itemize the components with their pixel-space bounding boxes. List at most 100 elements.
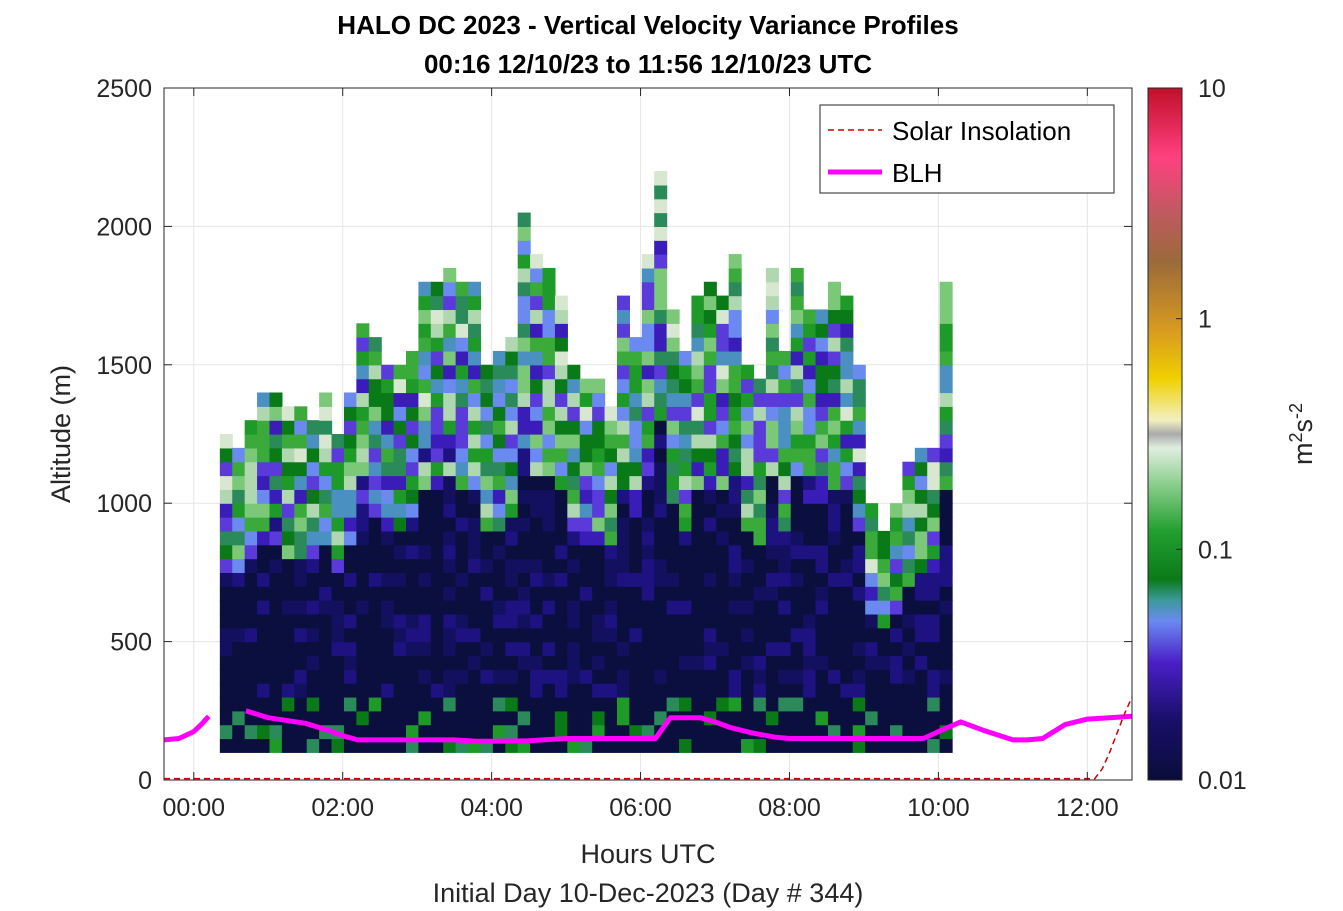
heatmap-cell [294, 669, 308, 684]
heatmap-cell [790, 364, 804, 380]
heatmap-cell [716, 447, 730, 463]
heatmap-cell [604, 627, 618, 643]
heatmap-cell [554, 378, 568, 394]
heatmap-cell [840, 530, 854, 546]
heatmap-cell [406, 600, 420, 615]
heatmap-cell [480, 710, 494, 726]
heatmap-cell [505, 655, 519, 670]
heatmap-cell [492, 392, 506, 407]
heatmap-cell [406, 683, 420, 698]
heatmap-cell [728, 600, 742, 615]
heatmap-cell [815, 420, 829, 435]
heatmap-cell [852, 683, 866, 698]
heatmap-cell [654, 323, 668, 338]
heatmap-cell [530, 600, 544, 615]
heatmap-cell [579, 392, 593, 407]
heatmap-cell [517, 447, 531, 463]
heatmap-cell [530, 572, 544, 587]
heatmap-cell [890, 724, 904, 740]
heatmap-cell [716, 613, 730, 629]
heatmap-cell [343, 420, 357, 435]
heatmap-cell [902, 503, 916, 518]
heatmap-cell [356, 337, 370, 352]
heatmap-cell [257, 738, 271, 753]
heatmap-cell [542, 281, 556, 297]
heatmap-cell [703, 378, 717, 394]
heatmap-cell [877, 696, 891, 712]
heatmap-cell [765, 738, 779, 753]
heatmap-cell [530, 655, 544, 670]
heatmap-cell [641, 738, 655, 753]
heatmap-cell [418, 710, 432, 726]
heatmap-cell [654, 600, 668, 615]
heatmap-cell [418, 724, 432, 740]
heatmap-cell [554, 503, 568, 518]
heatmap-cell [579, 544, 593, 560]
heatmap-cell [281, 724, 295, 740]
heatmap-cell [567, 613, 581, 629]
heatmap-cell [492, 586, 506, 601]
heatmap-cell [803, 738, 817, 753]
heatmap-cell [827, 392, 841, 407]
heatmap-cell [616, 627, 630, 643]
heatmap-cell [356, 586, 370, 601]
heatmap-cell [914, 600, 928, 615]
heatmap-cell [418, 600, 432, 615]
heatmap-cell [567, 724, 581, 740]
heatmap-cell [691, 558, 705, 573]
heatmap-cell [542, 600, 556, 615]
heatmap-cell [393, 586, 407, 601]
heatmap-cell [356, 406, 370, 421]
heatmap-cell [753, 378, 767, 394]
heatmap-cell [567, 738, 581, 753]
heatmap-cell [480, 724, 494, 740]
heatmap-cell [890, 696, 904, 712]
heatmap-cell [890, 517, 904, 532]
heatmap-cell [331, 669, 345, 684]
heatmap-cell [356, 378, 370, 394]
heatmap-cell [356, 475, 370, 490]
heatmap-cell [666, 530, 680, 546]
heatmap-cell [219, 696, 233, 712]
heatmap-cell [468, 489, 482, 504]
heatmap-cell [654, 281, 668, 297]
heatmap-cell [778, 613, 792, 629]
heatmap-cell [579, 572, 593, 587]
heatmap-cell [691, 475, 705, 490]
heatmap-cell [790, 281, 804, 297]
heatmap-cell [468, 724, 482, 740]
heatmap-cell [480, 696, 494, 712]
heatmap-cell [530, 295, 544, 311]
heatmap-cell [877, 586, 891, 601]
heatmap-cell [381, 406, 395, 421]
heatmap-cell [381, 627, 395, 643]
heatmap-cell [728, 420, 742, 435]
heatmap-cell [418, 295, 432, 311]
heatmap-cell [666, 517, 680, 532]
heatmap-cell [393, 461, 407, 477]
heatmap-cell [554, 434, 568, 449]
heatmap-cell [914, 461, 928, 477]
heatmap-cell [542, 517, 556, 532]
heatmap-cell [430, 696, 444, 712]
heatmap-cell [281, 655, 295, 670]
heatmap-cell [765, 696, 779, 712]
heatmap-cell [778, 655, 792, 670]
heatmap-cell [455, 364, 469, 380]
heatmap-cell [716, 517, 730, 532]
heatmap-cell [232, 530, 246, 546]
heatmap-cell [666, 406, 680, 421]
heatmap-cell [381, 655, 395, 670]
heatmap-cell [815, 461, 829, 477]
heatmap-cell [728, 696, 742, 712]
heatmap-cell [480, 364, 494, 380]
heatmap-cell [927, 572, 941, 587]
heatmap-cell [790, 323, 804, 338]
heatmap-cell [778, 503, 792, 518]
heatmap-cell [914, 710, 928, 726]
heatmap-cell [567, 586, 581, 601]
heatmap-cell [554, 683, 568, 698]
heatmap-cell [244, 475, 258, 490]
heatmap-cell [306, 613, 320, 629]
